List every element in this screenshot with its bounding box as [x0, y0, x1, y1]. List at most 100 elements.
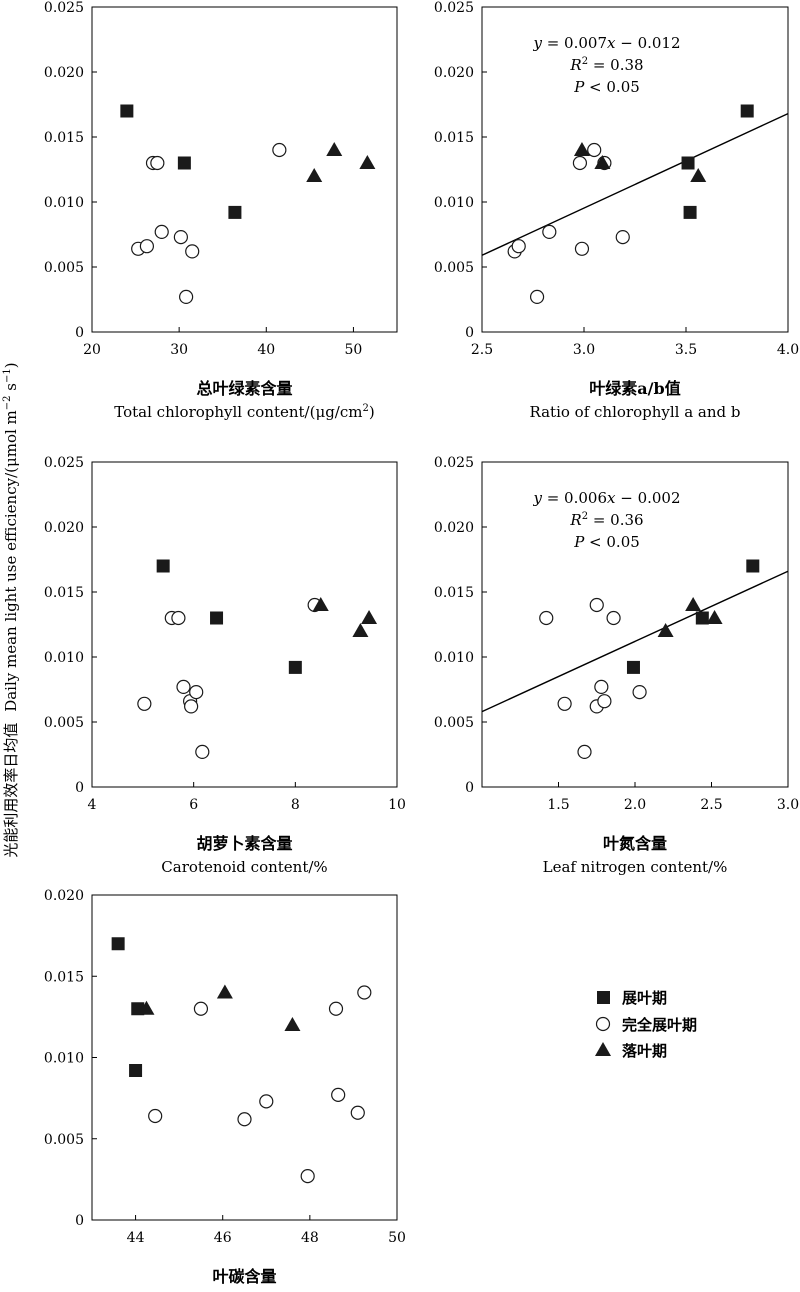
point-circle: [331, 1087, 346, 1102]
r-squared: R2 = 0.36: [569, 511, 643, 529]
x-tick-label: 50: [345, 342, 363, 358]
x-axis-label-cn: 叶氮含量: [603, 834, 667, 853]
y-tick-label: 0.025: [434, 455, 474, 471]
x-tick-label: 3.0: [777, 797, 799, 813]
point-circle: [184, 699, 199, 714]
y-tick-label: 0: [465, 780, 474, 796]
point-square: [129, 1064, 143, 1077]
y-tick-label: 0: [75, 1213, 84, 1229]
r-squared: R2 = 0.38: [569, 56, 643, 74]
point-circle: [632, 684, 647, 700]
point-circle: [171, 610, 186, 626]
point-square: [120, 104, 134, 118]
y-tick-label: 0.020: [44, 65, 84, 81]
point-circle: [137, 696, 152, 711]
point-circle: [139, 239, 154, 254]
ylabel-sup2: −1: [2, 368, 13, 383]
panel-3: 0 0.005 0.010 0.015 0.020 0.025 4 6 8 10 胡萝卜素含量 Car…: [44, 455, 406, 876]
point-circle: [176, 679, 191, 695]
point-square: [228, 205, 242, 219]
plot-frame: [481, 6, 789, 333]
point-square: [156, 559, 170, 573]
x-axis-label-cn: 叶碳含量: [212, 1267, 276, 1286]
x-tick-label: 2.0: [624, 797, 646, 813]
y-tick-label: 0.015: [44, 130, 84, 146]
panel-4: 0 0.005 0.010 0.015 0.020 0.025 1.5 2.0 2.5 3.0 叶氮…: [434, 455, 799, 876]
point-circle: [577, 744, 592, 760]
y-tick-label: 0.015: [434, 130, 474, 146]
x-tick-label: 4.0: [777, 342, 799, 358]
point-circle: [350, 1105, 365, 1120]
point-circle: [594, 679, 609, 695]
x-tick-label: 6: [189, 797, 198, 813]
x-tick-label: 2.5: [471, 342, 493, 358]
svg-text:光能利用效率日均值 Daily mean lig: 光能利用效率日均值 Daily mean light use efficienc…: [2, 362, 20, 857]
x-tick-label: 30: [170, 342, 188, 358]
point-square: [111, 937, 125, 951]
regression-equation: y = 0.007x − 0.012: [532, 34, 680, 52]
y-tick-label: 0.015: [44, 969, 84, 985]
y-tick-label: 0.020: [434, 65, 474, 81]
x-tick-label: 2.5: [700, 797, 722, 813]
x-axis-label-cn: 胡萝卜素含量: [196, 834, 292, 853]
y-tick-label: 0.025: [44, 0, 84, 16]
point-triangle: [706, 610, 723, 624]
point-square: [177, 156, 191, 170]
x-tick-label: 10: [388, 797, 406, 813]
point-circle: [542, 224, 557, 239]
x-axis-label-cn: 总叶绿素含量: [196, 379, 292, 398]
x-axis-label-en: Leaf nitrogen content/%: [543, 858, 728, 876]
point-circle: [154, 224, 169, 239]
point-circle: [173, 230, 188, 245]
point-circle: [195, 744, 210, 760]
y-tick-label: 0.005: [44, 260, 84, 276]
ylabel-mid: s: [2, 383, 20, 395]
point-triangle: [594, 155, 611, 169]
y-tick-label: 0.010: [434, 195, 474, 211]
point-square: [681, 156, 695, 170]
point-triangle: [216, 984, 233, 999]
legend-label-1: 完全展叶期: [622, 1016, 697, 1034]
x-tick-label: 40: [257, 342, 275, 358]
y-tick-label: 0.005: [434, 715, 474, 731]
point-circle: [189, 684, 204, 700]
x-tick-label: 3.5: [675, 342, 697, 358]
regression-line: [481, 570, 789, 713]
point-circle: [511, 239, 526, 254]
y-tick-label: 0.005: [44, 1132, 84, 1148]
x-tick-label: 44: [127, 1230, 145, 1246]
point-circle: [300, 1169, 315, 1184]
point-triangle: [573, 142, 590, 156]
y-tick-label: 0: [465, 325, 474, 341]
x-axis-label-en: Ratio of chlorophyll a and b: [529, 403, 740, 421]
point-circle: [259, 1094, 274, 1109]
regression-line: [481, 112, 789, 256]
legend-marker-circle: [595, 1016, 611, 1032]
x-tick-label: 50: [388, 1230, 406, 1246]
x-tick-label: 20: [83, 342, 101, 358]
point-square: [746, 559, 760, 573]
point-circle: [572, 155, 588, 171]
point-triangle: [685, 597, 702, 611]
point-circle: [185, 244, 200, 259]
point-triangle: [657, 623, 674, 637]
ylabel-en: Daily mean light use efficiency/(μmol m: [2, 410, 20, 712]
y-tick-label: 0.020: [434, 520, 474, 536]
point-square: [683, 205, 697, 219]
ylabel-sup1: −2: [2, 395, 13, 410]
point-circle: [272, 142, 287, 158]
x-tick-label: 1.5: [547, 797, 569, 813]
regression-equation: y = 0.006x − 0.002: [532, 489, 680, 507]
point-triangle: [138, 1000, 155, 1015]
point-square: [288, 660, 302, 674]
point-circle: [615, 230, 630, 245]
x-tick-label: 46: [214, 1230, 232, 1246]
y-tick-label: 0.020: [44, 520, 84, 536]
x-tick-label: 48: [301, 1230, 319, 1246]
x-axis-label-sup: 2: [362, 403, 368, 414]
y-tick-label: 0.025: [434, 0, 474, 16]
ylabel-cn: 光能利用效率日均值: [2, 723, 20, 858]
point-square: [626, 660, 640, 674]
